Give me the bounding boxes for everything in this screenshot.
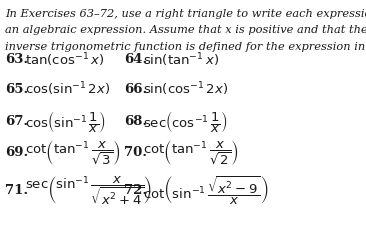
Text: $\sec\!\left(\cos^{-1}\dfrac{1}{x}\right)$: $\sec\!\left(\cos^{-1}\dfrac{1}{x}\right…: [143, 108, 227, 134]
Text: 64.: 64.: [124, 53, 147, 66]
Text: $\cot\!\left(\tan^{-1}\dfrac{x}{\sqrt{3}}\right)$: $\cot\!\left(\tan^{-1}\dfrac{x}{\sqrt{3}…: [25, 138, 120, 166]
Text: inverse trigonometric function is defined for the expression in x.: inverse trigonometric function is define…: [5, 42, 366, 52]
Text: 71.: 71.: [5, 183, 28, 196]
Text: $\cos(\sin^{-1} 2x)$: $\cos(\sin^{-1} 2x)$: [25, 80, 110, 98]
Text: 66.: 66.: [124, 83, 147, 96]
Text: 67.: 67.: [5, 115, 28, 128]
Text: In Exercises 63–72, use a right triangle to write each expression as: In Exercises 63–72, use a right triangle…: [5, 9, 366, 19]
Text: 72.: 72.: [124, 183, 147, 196]
Text: 63.: 63.: [5, 53, 28, 66]
Text: 69.: 69.: [5, 146, 28, 158]
Text: 70.: 70.: [124, 146, 147, 158]
Text: $\cos\!\left(\sin^{-1}\dfrac{1}{x}\right)$: $\cos\!\left(\sin^{-1}\dfrac{1}{x}\right…: [25, 108, 106, 134]
Text: $\sin(\cos^{-1} 2x)$: $\sin(\cos^{-1} 2x)$: [143, 80, 228, 98]
Text: $\tan(\cos^{-1} x)$: $\tan(\cos^{-1} x)$: [25, 51, 104, 68]
Text: $\sec\!\left(\sin^{-1}\dfrac{x}{\sqrt{x^2+4}}\right)$: $\sec\!\left(\sin^{-1}\dfrac{x}{\sqrt{x^…: [25, 173, 152, 206]
Text: an algebraic expression. Assume that x is positive and that the given: an algebraic expression. Assume that x i…: [5, 25, 366, 35]
Text: $\cot\!\left(\tan^{-1}\dfrac{x}{\sqrt{2}}\right)$: $\cot\!\left(\tan^{-1}\dfrac{x}{\sqrt{2}…: [143, 138, 239, 166]
Text: 65.: 65.: [5, 83, 28, 96]
Text: $\sin(\tan^{-1} x)$: $\sin(\tan^{-1} x)$: [143, 51, 219, 68]
Text: $\cot\!\left(\sin^{-1}\dfrac{\sqrt{x^2-9}}{x}\right)$: $\cot\!\left(\sin^{-1}\dfrac{\sqrt{x^2-9…: [143, 174, 268, 206]
Text: 68.: 68.: [124, 115, 147, 128]
